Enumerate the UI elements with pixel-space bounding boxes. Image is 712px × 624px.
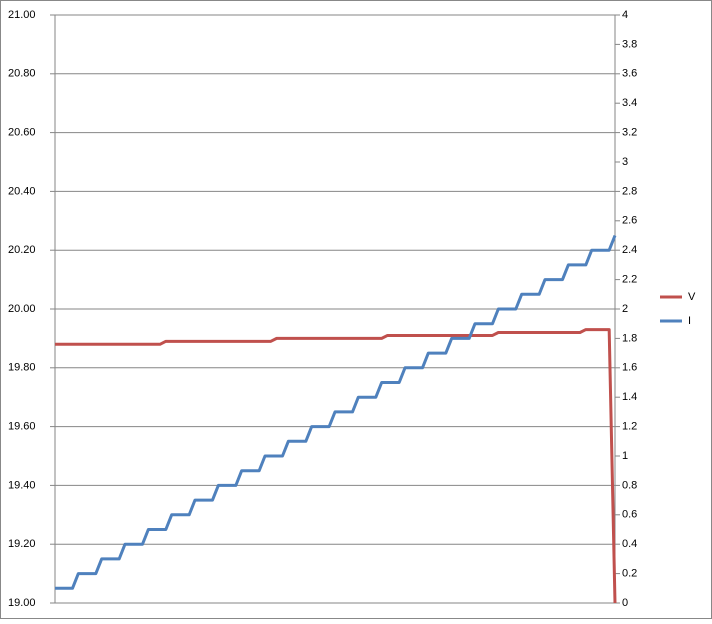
y-tick-label: 19.40 [8, 479, 36, 491]
y-tick-label: 20.20 [8, 244, 36, 256]
y2-tick-label: 2.4 [622, 244, 637, 256]
y-tick-label: 19.80 [8, 362, 36, 374]
y2-tick-label: 3 [622, 156, 628, 168]
y2-tick-label: 2 [622, 303, 628, 315]
y2-tick-label: 3.4 [622, 97, 637, 109]
y-tick-label: 19.20 [8, 538, 36, 550]
y2-tick-label: 1.8 [622, 332, 637, 344]
y2-tick-label: 1 [622, 450, 628, 462]
y2-tick-label: 0.2 [622, 568, 637, 580]
y2-tick-label: 3.2 [622, 127, 637, 139]
y2-tick-label: 0.6 [622, 509, 637, 521]
y2-tick-label: 0 [622, 597, 628, 609]
y2-tick-label: 2.6 [622, 215, 637, 227]
y2-tick-label: 1.4 [622, 391, 637, 403]
legend-label: V [688, 291, 696, 303]
y-tick-label: 21.00 [8, 9, 36, 21]
series-line [55, 328, 617, 604]
y-tick-label: 20.60 [8, 127, 36, 139]
y-tick-label: 19.60 [8, 421, 36, 433]
y2-tick-label: 0.8 [622, 479, 637, 491]
y2-tick-label: 0.4 [622, 538, 637, 550]
series-line [55, 234, 617, 590]
y2-tick-label: 1.6 [622, 362, 637, 374]
y2-tick-label: 4 [622, 9, 628, 21]
y-tick-label: 19.00 [8, 597, 36, 609]
legend-label: I [688, 315, 691, 327]
y-tick-label: 20.00 [8, 303, 36, 315]
y-tick-label: 20.40 [8, 185, 36, 197]
y2-tick-label: 2.8 [622, 185, 637, 197]
y2-tick-label: 3.6 [622, 68, 637, 80]
y-tick-label: 20.80 [8, 68, 36, 80]
y2-tick-label: 3.8 [622, 38, 637, 50]
y2-tick-label: 2.2 [622, 274, 637, 286]
y2-tick-label: 1.2 [622, 421, 637, 433]
